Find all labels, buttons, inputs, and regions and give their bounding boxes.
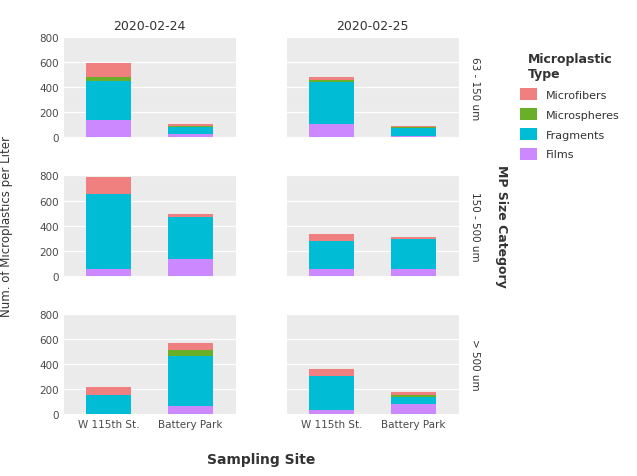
Bar (86, 270, 131, 276)
Bar (168, 134, 213, 138)
Text: Num. of Microplastics per Liter: Num. of Microplastics per Liter (0, 136, 13, 317)
Text: > 500 um: > 500 um (470, 338, 480, 390)
Bar (168, 124, 213, 127)
Bar (391, 238, 436, 240)
Bar (168, 128, 213, 134)
Bar (168, 127, 213, 128)
Bar (168, 343, 213, 350)
Bar (309, 235, 354, 241)
Bar (309, 78, 354, 81)
Bar (309, 124, 354, 138)
Bar (168, 357, 213, 407)
Bar (86, 78, 131, 82)
Bar (86, 120, 131, 138)
Bar (86, 82, 131, 120)
Bar (309, 270, 354, 276)
Bar (391, 129, 436, 137)
Text: Sampling Site: Sampling Site (207, 453, 315, 466)
Bar (391, 397, 436, 404)
Bar (391, 395, 436, 397)
Bar (391, 270, 436, 276)
Bar (309, 83, 354, 124)
Text: 63 - 150 um: 63 - 150 um (470, 57, 480, 119)
Bar (391, 404, 436, 414)
Bar (309, 376, 354, 377)
Bar (168, 350, 213, 357)
Bar (86, 178, 131, 195)
Bar (391, 240, 436, 270)
Legend: Microfibers, Microspheres, Fragments, Films: Microfibers, Microspheres, Fragments, Fi… (520, 53, 620, 160)
Bar (309, 410, 354, 414)
Bar (391, 392, 436, 395)
Bar (309, 377, 354, 410)
Text: 2020-02-25: 2020-02-25 (336, 20, 409, 33)
Bar (168, 218, 213, 260)
Bar (309, 241, 354, 270)
Bar (168, 215, 213, 218)
Bar (391, 128, 436, 129)
Bar (86, 387, 131, 396)
Bar (168, 260, 213, 276)
Bar (309, 81, 354, 83)
Text: 2020-02-24: 2020-02-24 (113, 20, 186, 33)
Bar (168, 407, 213, 414)
Text: 150 - 500 um: 150 - 500 um (470, 191, 480, 261)
Bar (86, 195, 131, 270)
Text: MP Size Category: MP Size Category (496, 165, 508, 288)
Bar (391, 127, 436, 128)
Bar (86, 396, 131, 414)
Bar (391, 137, 436, 138)
Bar (86, 64, 131, 78)
Bar (309, 369, 354, 376)
